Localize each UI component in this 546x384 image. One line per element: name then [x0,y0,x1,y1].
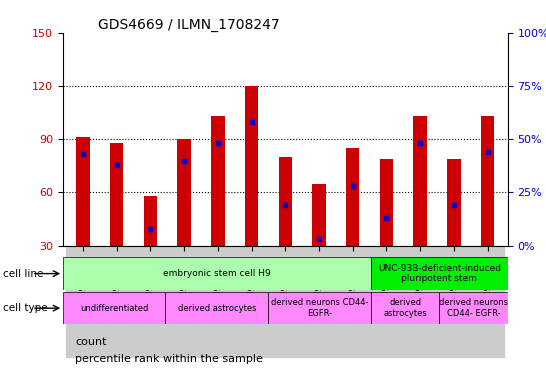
Text: derived neurons CD44-
EGFR-: derived neurons CD44- EGFR- [271,298,368,318]
Bar [167,246,201,357]
Bar [177,139,191,246]
Text: count: count [75,337,107,347]
Bar [278,157,292,246]
Bar [268,292,371,324]
Bar [447,159,461,246]
Text: GDS4669 / ILMN_1708247: GDS4669 / ILMN_1708247 [98,18,280,31]
Bar [346,148,359,246]
Bar [312,184,326,246]
Bar [371,292,440,324]
Text: percentile rank within the sample: percentile rank within the sample [75,354,263,364]
Bar [235,246,269,357]
Bar [437,246,471,357]
Bar [211,116,224,246]
Bar [471,246,505,357]
Bar [370,246,403,357]
Bar [302,246,336,357]
Text: derived astrocytes: derived astrocytes [177,304,256,313]
Bar [336,246,370,357]
Bar [100,246,134,357]
Text: cell line: cell line [3,269,43,279]
Bar [76,137,90,246]
Bar [481,116,494,246]
Bar [144,196,157,246]
Text: derived
astrocytes: derived astrocytes [383,298,427,318]
Bar [245,86,258,246]
Bar [379,159,393,246]
Bar [165,292,268,324]
Bar [371,257,508,290]
Bar [66,246,100,357]
Text: undifferentiated: undifferentiated [80,304,149,313]
Bar [403,246,437,357]
Bar [413,116,427,246]
Bar [269,246,302,357]
Text: derived neurons
CD44- EGFR-: derived neurons CD44- EGFR- [439,298,508,318]
Bar [63,257,371,290]
Bar [201,246,235,357]
Text: cell type: cell type [3,303,48,313]
Bar [440,292,508,324]
Bar [134,246,167,357]
Text: UNC-93B-deficient-induced
pluripotent stem: UNC-93B-deficient-induced pluripotent st… [378,264,501,283]
Bar [63,292,165,324]
Bar [110,143,123,246]
Text: embryonic stem cell H9: embryonic stem cell H9 [163,269,271,278]
